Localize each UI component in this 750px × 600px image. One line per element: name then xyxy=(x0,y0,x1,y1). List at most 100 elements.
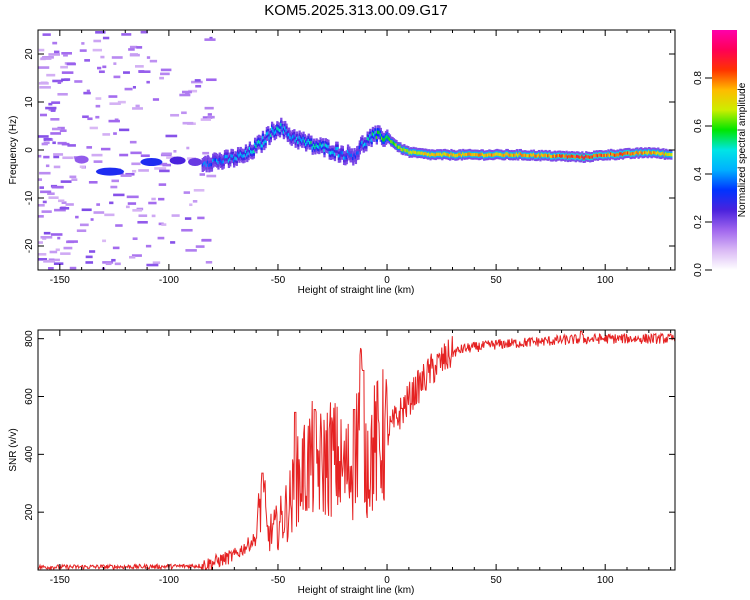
ridge-core xyxy=(540,153,543,157)
ridge-core xyxy=(617,153,621,157)
spectrogram-ytick-label: -20 xyxy=(24,238,35,253)
ridge-core xyxy=(513,153,516,157)
ridge-core xyxy=(486,153,490,157)
ridge-core xyxy=(636,150,639,154)
noise-blob xyxy=(48,258,55,262)
noise-blob xyxy=(52,79,63,83)
snr-xlabel: Height of straight line (km) xyxy=(298,585,415,596)
noise-blob xyxy=(111,179,119,183)
ridge-core xyxy=(284,126,287,130)
ridge-core xyxy=(473,152,477,157)
noise-blob xyxy=(121,33,132,36)
noise-blob xyxy=(98,70,105,74)
ridge-core xyxy=(570,154,574,158)
ridge-core xyxy=(544,153,547,157)
colorbar-tick-label: 0.8 xyxy=(693,71,704,85)
ridge-core xyxy=(534,154,537,158)
ridge-core xyxy=(520,153,524,157)
noise-blob xyxy=(204,38,216,41)
noise-blob xyxy=(135,104,140,108)
ridge-core xyxy=(460,153,464,158)
ridge-core xyxy=(644,150,647,154)
noise-blob xyxy=(131,162,141,166)
ridge-core xyxy=(274,130,278,134)
noise-blob xyxy=(57,92,68,96)
ridge-core xyxy=(295,136,299,141)
ridge-core xyxy=(239,152,242,156)
ridge-core xyxy=(377,130,380,134)
ridge-core xyxy=(392,141,396,145)
noise-blob xyxy=(67,144,76,147)
noise-blob xyxy=(146,263,159,267)
ridge-core xyxy=(251,150,254,155)
ridge-core xyxy=(670,153,673,157)
ridge-core xyxy=(458,152,461,156)
noise-blob xyxy=(96,203,101,206)
ridge-core xyxy=(243,154,246,158)
noise-blob xyxy=(91,153,103,157)
noise-blob xyxy=(42,200,47,204)
ridge-core xyxy=(500,152,503,157)
spectral-blob xyxy=(95,167,124,176)
ridge-core xyxy=(505,152,508,156)
noise-blob xyxy=(105,262,112,266)
noise-blob xyxy=(81,208,92,212)
noise-blob xyxy=(38,215,44,218)
ridge-core xyxy=(543,153,546,158)
ridge-core xyxy=(290,137,293,141)
noise-blob xyxy=(53,262,64,265)
noise-blob xyxy=(159,169,170,173)
ridge-core xyxy=(407,149,410,153)
noise-blob xyxy=(95,104,101,108)
ridge-core xyxy=(426,153,430,157)
ridge-core xyxy=(265,132,269,136)
ridge-core xyxy=(620,152,623,156)
noise-blob xyxy=(184,217,192,220)
noise-blob xyxy=(209,36,213,40)
ridge-core xyxy=(528,154,532,158)
noise-blob xyxy=(39,86,51,89)
noise-blob xyxy=(138,169,149,172)
noise-blob xyxy=(43,260,55,263)
ridge-core xyxy=(371,132,375,136)
noise-blob xyxy=(85,255,93,259)
ridge-core xyxy=(270,127,274,131)
noise-blob xyxy=(134,65,144,68)
noise-blob xyxy=(52,141,56,145)
ridge-core xyxy=(390,139,393,144)
ridge-core xyxy=(589,155,592,160)
noise-blob xyxy=(127,202,137,205)
noise-blob xyxy=(111,56,123,59)
ridge-core xyxy=(446,152,449,157)
ridge-core xyxy=(429,153,432,157)
noise-blob xyxy=(200,118,211,121)
ridge-core xyxy=(285,128,288,133)
noise-blob xyxy=(53,50,60,54)
ridge-core xyxy=(642,151,646,155)
ridge-core xyxy=(298,135,301,140)
noise-blob xyxy=(92,48,102,52)
snr-ytick-label: 600 xyxy=(24,388,35,405)
noise-blob xyxy=(170,241,176,244)
ridge-core xyxy=(615,153,618,157)
noise-blob xyxy=(95,115,100,119)
ridge-core xyxy=(591,155,594,159)
ridge-core xyxy=(340,150,343,154)
noise-blob xyxy=(84,59,91,62)
noise-blob xyxy=(60,252,71,255)
ridge-core xyxy=(490,153,494,157)
spectrogram-xtick-label: 100 xyxy=(597,275,614,286)
ridge-core xyxy=(383,138,386,142)
ridge-core xyxy=(231,154,235,158)
noise-blob xyxy=(158,183,167,186)
noise-blob xyxy=(161,223,167,226)
ridge-core xyxy=(210,163,214,167)
noise-blob xyxy=(193,188,205,192)
noise-blob xyxy=(136,46,143,49)
ridge-core xyxy=(387,136,390,140)
ridge-core xyxy=(366,136,369,141)
ridge-core xyxy=(299,137,303,141)
ridge-core xyxy=(539,154,542,158)
ridge-core xyxy=(541,153,545,158)
